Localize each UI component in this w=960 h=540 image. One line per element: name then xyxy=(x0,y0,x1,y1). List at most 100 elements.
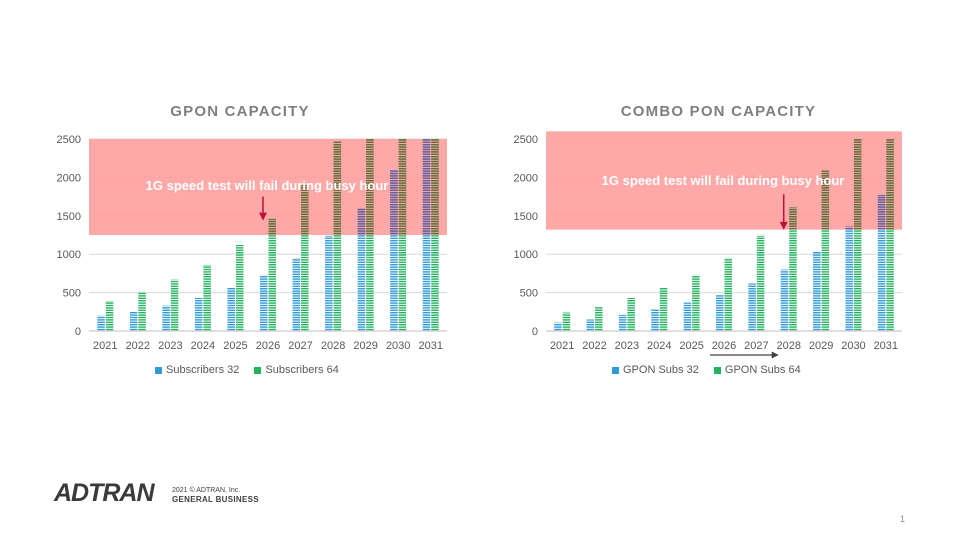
bar xyxy=(227,287,235,331)
legend-swatch xyxy=(612,366,619,374)
combo-chart-plot: 0 500 1000 1500 2000 2500 2021 2022 2023 2024 2025… xyxy=(514,131,902,359)
x-tick-label: 2026 xyxy=(712,340,736,352)
annotation-arrow-head xyxy=(779,221,788,230)
y-tick-label: 1000 xyxy=(57,249,81,261)
bar-fill xyxy=(853,139,862,331)
bar xyxy=(105,301,114,331)
bar-overlap xyxy=(333,141,342,235)
bar-fill xyxy=(789,207,797,331)
chart-legend: GPON Subs 32 GPON Subs 64 xyxy=(612,364,813,377)
bar-overlap xyxy=(398,139,407,235)
bar xyxy=(390,169,398,331)
bar-fill xyxy=(780,269,789,331)
bar-fill xyxy=(562,312,571,331)
bar xyxy=(235,244,244,331)
bar-fill xyxy=(877,195,886,331)
bar xyxy=(724,258,732,331)
x-tick-label: 2028 xyxy=(776,340,800,352)
bar-fill xyxy=(595,306,603,331)
legend-swatch xyxy=(713,366,721,374)
bar-fill xyxy=(845,226,853,331)
chart-title: GPON CAPACITY xyxy=(170,103,310,120)
x-tick-label: 2027 xyxy=(288,340,312,352)
bar-fill xyxy=(692,274,700,331)
bar xyxy=(325,235,333,331)
bar-fill xyxy=(170,279,179,331)
gpon-capacity-chart: GPON CAPACITY 0 500 1000 1500 2000 2500 2021 20… xyxy=(0,0,480,400)
footer-text: 2021 © ADTRAN, Inc. GENERAL BUSINESS xyxy=(172,486,259,504)
x-tick-label: 2030 xyxy=(386,340,410,352)
bar-overlap xyxy=(357,208,366,235)
legend-swatch xyxy=(254,366,262,374)
bar-fill xyxy=(105,301,114,331)
bar xyxy=(333,141,342,331)
x-tick-label: 2022 xyxy=(126,340,150,352)
legend-label: Subscribers 64 xyxy=(265,364,339,376)
bar-fill xyxy=(821,170,830,331)
x-tick-label: 2028 xyxy=(321,340,345,352)
y-tick-label: 0 xyxy=(75,326,81,338)
bar xyxy=(683,302,692,331)
threshold-band xyxy=(89,139,447,235)
bar-overlap xyxy=(886,139,894,230)
shift-arrow-head xyxy=(771,351,779,359)
y-tick-label: 500 xyxy=(63,288,81,300)
bar-overlap xyxy=(390,169,398,235)
annotation-arrow-head xyxy=(259,212,267,221)
bar xyxy=(292,258,301,331)
bar xyxy=(716,294,724,331)
y-tick-label: 1500 xyxy=(514,211,538,223)
x-tick-label: 2024 xyxy=(647,340,671,352)
bar xyxy=(756,235,765,331)
x-tick-label: 2023 xyxy=(615,340,639,352)
bar-overlap xyxy=(431,139,439,235)
bar-overlap xyxy=(422,139,431,235)
bar xyxy=(692,274,700,331)
x-tick-label: 2029 xyxy=(353,340,377,352)
legend-label: Subscribers 32 xyxy=(166,364,240,376)
bar xyxy=(595,306,603,331)
bar-overlap xyxy=(845,226,853,230)
gpon-chart-plot: 0 500 1000 1500 2000 2500 2021 2022 2023 2024 2025… xyxy=(57,134,447,352)
bar xyxy=(129,311,138,331)
bar-fill xyxy=(627,297,635,331)
y-tick-label: 500 xyxy=(520,288,538,300)
x-tick-label: 2029 xyxy=(809,340,833,352)
bar-overlap xyxy=(268,218,276,235)
bar-fill xyxy=(724,258,732,331)
bar-fill xyxy=(813,251,821,331)
logo-wordmark: ADTRAN xyxy=(53,479,155,507)
bar-fill xyxy=(227,287,235,331)
x-tick-label: 2025 xyxy=(223,340,247,352)
bar xyxy=(659,287,668,331)
bar xyxy=(845,226,853,331)
copyright-text: 2021 © ADTRAN, Inc. xyxy=(172,487,241,494)
bar-fill xyxy=(301,185,309,331)
y-tick-label: 1000 xyxy=(514,249,538,261)
bar xyxy=(194,297,203,331)
chart-legend: Subscribers 32 Subscribers 64 xyxy=(155,364,351,377)
bar-fill xyxy=(716,294,724,331)
legend-item: GPON Subs 64 xyxy=(713,364,801,376)
bar-fill xyxy=(162,305,170,331)
legend-item: Subscribers 64 xyxy=(254,364,339,376)
classification-label: GENERAL BUSINESS xyxy=(172,495,259,504)
bar-overlap xyxy=(877,195,886,230)
y-tick-label: 2500 xyxy=(57,134,81,146)
bar-fill xyxy=(618,314,627,331)
y-tick-label: 2500 xyxy=(514,134,538,146)
bar xyxy=(789,207,797,331)
bar xyxy=(562,312,571,331)
bar xyxy=(651,309,659,331)
bar-fill xyxy=(203,264,211,331)
bar-overlap xyxy=(853,139,862,230)
legend-label: GPON Subs 64 xyxy=(724,364,801,376)
x-tick-label: 2022 xyxy=(582,340,606,352)
chart-title: COMBO PON CAPACITY xyxy=(620,103,817,120)
bar xyxy=(357,208,366,331)
y-tick-label: 2000 xyxy=(514,172,538,184)
bar-fill xyxy=(268,218,276,331)
bar-fill xyxy=(357,208,366,331)
bar xyxy=(554,322,562,331)
bar xyxy=(813,251,821,331)
